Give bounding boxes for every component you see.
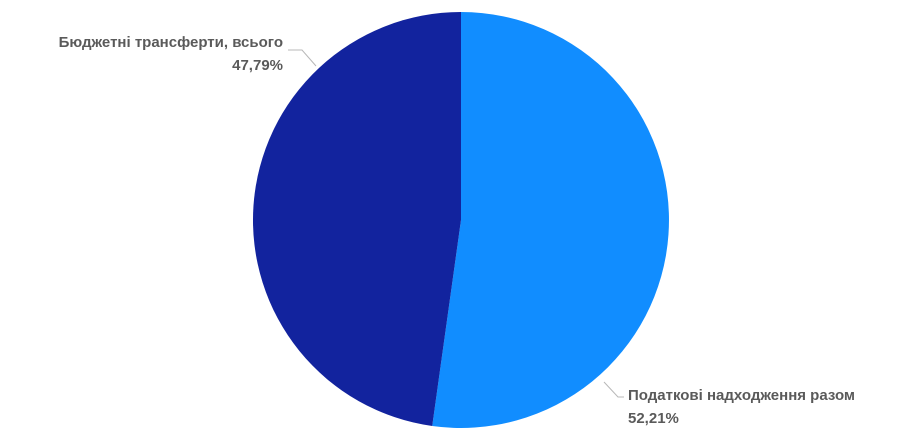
slice-label-tax-revenue: Податкові надходження разом: [628, 387, 855, 404]
leader-line-budget-transfers: [288, 49, 317, 67]
pie-slice-budget-transfers[interactable]: [252, 12, 461, 426]
leader-line-tax-revenue: [603, 381, 624, 398]
pie-slice-tax-revenue[interactable]: [432, 12, 669, 428]
slice-label-budget-transfers: Бюджетні трансферти, всього: [59, 34, 283, 51]
slice-value-tax-revenue: 52,21%: [628, 410, 679, 427]
slice-value-budget-transfers: 47,79%: [232, 57, 283, 74]
pie-slices: [252, 12, 669, 428]
